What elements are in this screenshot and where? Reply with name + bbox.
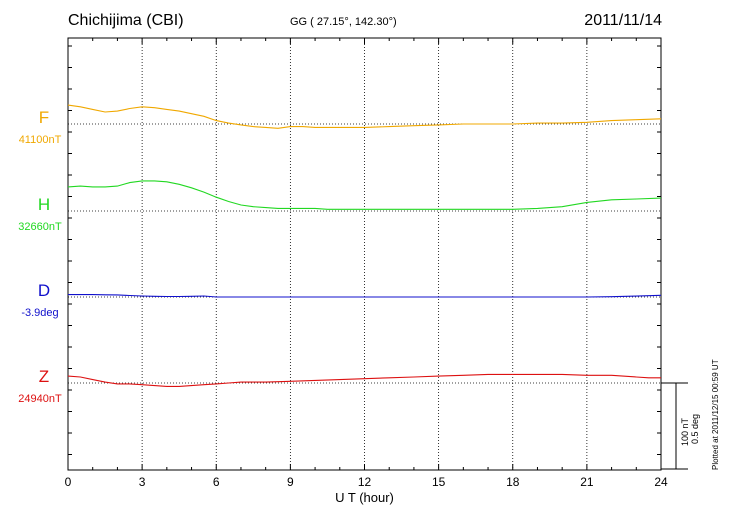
series-baseline-d: -3.9deg	[21, 307, 58, 319]
station-coordinates: GG ( 27.15°, 142.30°)	[290, 16, 397, 28]
x-tick-label: 12	[358, 475, 372, 489]
x-tick-label: 18	[506, 475, 520, 489]
x-tick-label: 3	[139, 475, 146, 489]
x-tick-label: 0	[65, 475, 72, 489]
x-tick-label: 9	[287, 475, 294, 489]
station-title: Chichijima (CBI)	[68, 12, 184, 29]
series-baseline-z: 24940nT	[18, 393, 62, 405]
series-line-h	[67, 180, 662, 210]
series-line-d	[68, 294, 662, 298]
series-name-d: D	[38, 281, 50, 300]
scale-label-nt: 100 nT	[680, 417, 690, 446]
series-baseline-f: 41100nT	[19, 134, 62, 146]
series-name-h: H	[38, 195, 50, 214]
x-tick-label: 6	[213, 475, 220, 489]
x-tick-label: 15	[432, 475, 446, 489]
x-axis-label: U T (hour)	[335, 490, 394, 505]
date-label: 2011/11/14	[584, 12, 662, 29]
series-name-f: F	[39, 108, 49, 127]
x-tick-label: 21	[580, 475, 594, 489]
series-line-f	[67, 104, 662, 129]
x-tick-label: 24	[654, 475, 668, 489]
series-line-z	[67, 373, 661, 387]
scale-label-deg: 0.5 deg	[690, 413, 700, 444]
series-name-z: Z	[39, 367, 49, 386]
series-baseline-h: 32660nT	[18, 221, 62, 233]
plotted-timestamp: Plotted at 2011/12/15 00:59 UT	[711, 359, 720, 470]
